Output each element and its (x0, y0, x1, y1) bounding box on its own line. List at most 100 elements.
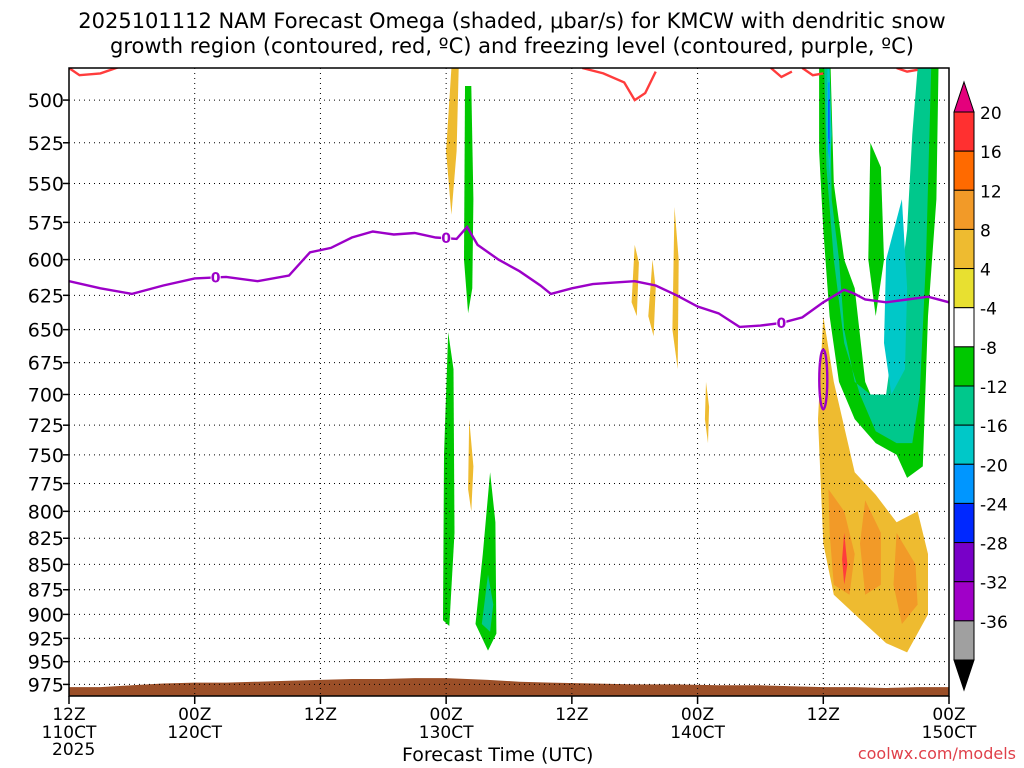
x-tick-label-top-84: 00Z (932, 705, 965, 725)
y-tick-label-625: 625 (28, 285, 64, 307)
colorbar-label-5: -4 (980, 300, 997, 320)
y-tick-label-525: 525 (28, 133, 64, 155)
terrain-fill (69, 678, 949, 696)
y-tick-label-600: 600 (28, 250, 64, 272)
x-tick-label-top-72: 12Z (807, 705, 840, 725)
colorbar-top-arrow (953, 80, 975, 113)
y-tick-label-675: 675 (28, 353, 64, 375)
y-axis: 500 525 550 575 600 625 650 675 700 725 750 775 800 8… (28, 90, 69, 696)
dendritic-contour-1 (582, 68, 657, 102)
y-tick-label-875: 875 (28, 580, 64, 602)
colorbar-bottom-arrow (953, 659, 975, 692)
colorbar-label-7: -12 (980, 378, 1008, 398)
dendritic-contour-0 (69, 68, 120, 77)
x-tick-label-top-48: 12Z (555, 705, 588, 725)
colorbar-swatch-7 (953, 385, 975, 426)
dendritic-contour-3 (801, 68, 824, 77)
y-tick-label-800: 800 (28, 501, 64, 523)
freezing-level-label-0: 0 (211, 270, 221, 286)
dendritic-contour-4 (896, 68, 918, 73)
dendritic-contour-2 (770, 68, 793, 79)
y-tick-label-975: 975 (28, 674, 64, 696)
omega-region-0 (446, 68, 459, 215)
omega-region-8 (672, 207, 679, 370)
x-tick-label-top-12: 00Z (178, 705, 211, 725)
omega-region-16 (868, 142, 884, 317)
freezing-label-bg-1 (441, 230, 452, 246)
y-tick-label-750: 750 (28, 445, 64, 467)
x-tick-label-top-36: 00Z (430, 705, 463, 725)
colorbar-label-12: -32 (980, 574, 1008, 594)
colorbar-swatch-11 (953, 542, 975, 583)
terrain-layer (69, 678, 949, 696)
freezing-level-line (69, 224, 949, 329)
y-tick-label-950: 950 (28, 652, 64, 674)
plot-frame (68, 67, 950, 697)
colorbar-swatch-6 (953, 346, 975, 387)
y-tick-label-850: 850 (28, 554, 64, 576)
omega-region-1 (464, 86, 474, 314)
colorbar-swatch-9 (953, 463, 975, 504)
colorbar-label-0: 20 (980, 104, 1002, 124)
colorbar-swatch-5 (953, 307, 975, 348)
x-tick-label-bottom-12: 120CT (167, 723, 222, 743)
colorbar-label-10: -24 (980, 495, 1008, 515)
colorbar-label-13: -36 (980, 613, 1008, 633)
y-tick-label-650: 650 (28, 320, 64, 342)
freezing-level-loop (818, 348, 829, 411)
y-tick-label-500: 500 (28, 90, 64, 112)
colorbar-label-1: 16 (980, 143, 1002, 163)
x-tick-label-top-0: 12Z (52, 705, 85, 725)
freezing-label-bg-2 (776, 314, 787, 330)
x-tick-label-bottom-0: 110CT (42, 723, 97, 743)
grid-layer (69, 68, 949, 696)
y-tick-label-900: 900 (28, 604, 64, 626)
x-axis-title: Forecast Time (UTC) (402, 744, 594, 766)
x-tick-label-bottom-84: 150CT (922, 723, 977, 743)
credit-text: coolwx.com/models (857, 744, 1016, 763)
omega-region-9 (704, 381, 710, 444)
y-tick-label-575: 575 (28, 212, 64, 234)
omega-region-14 (842, 532, 848, 585)
y-tick-label-925: 925 (28, 628, 64, 650)
colorbar-swatch-8 (953, 424, 975, 465)
colorbar-swatch-3 (953, 228, 975, 270)
omega-region-2 (443, 332, 455, 626)
freezing-level-label-2: 0 (777, 316, 787, 332)
omega-region-5 (481, 574, 494, 632)
contour-layer: 0 0 0 (69, 68, 949, 411)
colorbar-label-9: -20 (980, 456, 1008, 476)
omega-region-21 (828, 100, 830, 143)
colorbar-swatch-2 (953, 189, 975, 230)
colorbar-label-3: 8 (980, 221, 991, 241)
colorbar-swatch-0 (953, 111, 975, 152)
colorbar-swatch-13 (953, 620, 975, 661)
colorbar-label-2: 12 (980, 182, 1002, 202)
y-tick-label-700: 700 (28, 384, 64, 406)
freezing-label-bg-0 (210, 269, 221, 285)
omega-shading-layer (443, 68, 939, 653)
colorbar-label-11: -28 (980, 535, 1008, 555)
x-tick-label-bottom-36: 130CT (419, 723, 474, 743)
freezing-level-label-1: 0 (441, 231, 451, 247)
chart-title-line2: growth region (contoured, red, ºC) and f… (110, 34, 914, 58)
colorbar-swatch-1 (953, 150, 975, 191)
omega-region-3 (468, 419, 474, 512)
colorbar-swatch-4 (953, 268, 975, 309)
y-tick-label-550: 550 (28, 173, 64, 195)
colorbar-label-4: 4 (980, 261, 991, 281)
omega-region-7 (648, 259, 656, 337)
x-tick-label-top-60: 00Z (681, 705, 714, 725)
colorbar-label-6: -8 (980, 339, 997, 359)
x-tick-label-bottom-60: 140CT (670, 723, 725, 743)
omega-region-12 (860, 500, 881, 595)
colorbar-swatch-10 (953, 502, 975, 544)
y-tick-label-825: 825 (28, 528, 64, 550)
colorbar-label-8: -16 (980, 417, 1008, 437)
omega-region-11 (828, 489, 855, 595)
omega-region-13 (893, 532, 918, 624)
x-tick-label-top-24: 12Z (304, 705, 337, 725)
x-year-label: 2025 (52, 740, 95, 760)
